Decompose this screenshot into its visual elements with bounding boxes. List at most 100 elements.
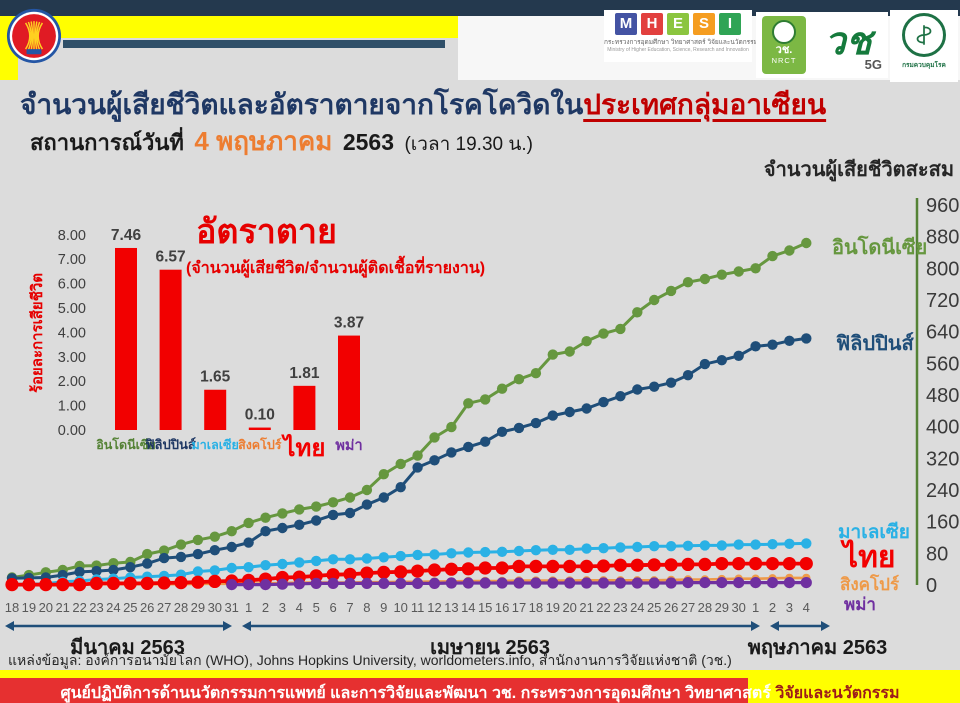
series-point-malaysia: [294, 557, 305, 568]
series-point-thailand: [596, 559, 611, 573]
series-point-indonesia: [260, 512, 271, 523]
series-point-thailand: [5, 578, 19, 592]
series-line-philippines: [11, 336, 807, 580]
series-point-thailand: [580, 559, 594, 574]
x-axis-day-label: 23: [89, 600, 103, 615]
series-point-myanmar: [428, 577, 441, 590]
footer-text-main: ศูนย์ปฏิบัติการด้านนวัตกรรมการแพทย์ และก…: [60, 685, 776, 702]
series-point-indonesia: [395, 458, 406, 470]
series-point-malaysia: [682, 540, 694, 551]
series-point-indonesia: [327, 497, 339, 508]
series-point-singapore: [565, 576, 574, 585]
series-point-thailand: [715, 557, 729, 571]
series-point-malaysia: [564, 544, 575, 555]
series-point-philippines: [784, 335, 795, 346]
inset-y-tick-label: 7.00: [58, 252, 86, 268]
x-axis-day-label: 2: [262, 600, 269, 615]
series-point-indonesia: [750, 263, 761, 274]
series-point-indonesia: [142, 548, 153, 560]
series-point-singapore: [650, 576, 659, 585]
x-axis-day-label: 31: [224, 600, 238, 615]
ddc-emblem-ring: [902, 13, 946, 57]
bar-value-label: 1.65: [200, 369, 231, 386]
series-point-malaysia: [649, 541, 660, 552]
inset-y-tick-label: 1.00: [58, 399, 86, 415]
series-point-philippines: [665, 377, 677, 388]
period-label-april: เมษายน 2563: [430, 637, 550, 659]
series-point-malaysia: [361, 553, 373, 564]
bar-myanmar: [338, 335, 360, 430]
x-axis-day-label: 19: [22, 600, 36, 615]
series-point-singapore: [785, 573, 794, 583]
bar-thailand: [293, 385, 316, 430]
series-label-singapore: สิงคโปร์: [840, 575, 900, 594]
series-point-malaysia: [480, 546, 491, 558]
series-point-malaysia: [91, 574, 102, 585]
series-point-philippines: [598, 396, 609, 408]
series-point-malaysia: [733, 539, 744, 550]
x-axis-day-label: 27: [157, 600, 171, 615]
period-arrow-head: [821, 621, 830, 631]
series-point-indonesia: [158, 545, 170, 556]
series-point-singapore: [396, 577, 405, 586]
series-point-thailand: [478, 561, 492, 575]
series-line-myanmar: [231, 580, 807, 587]
series-point-indonesia: [243, 517, 254, 529]
series-point-indonesia: [716, 269, 727, 280]
x-axis-day-label: 28: [174, 600, 188, 615]
header-navy-underline: [63, 40, 445, 48]
series-point-indonesia: [446, 421, 457, 433]
series-point-thailand: [73, 578, 87, 592]
period-label-march: มีนาคม 2563: [70, 637, 185, 659]
y-axis-tick-label: 320: [926, 448, 959, 470]
caduceus-icon: [916, 25, 932, 45]
series-point-indonesia: [412, 450, 423, 461]
series-point-thailand: [174, 576, 188, 590]
series-point-myanmar: [412, 577, 424, 590]
series-point-myanmar: [750, 577, 762, 589]
mhesi-letter-e: E: [667, 13, 689, 35]
series-point-myanmar: [243, 579, 255, 591]
mhesi-letter-h: H: [641, 13, 663, 35]
series-point-indonesia: [40, 567, 51, 578]
series-point-malaysia: [496, 546, 508, 557]
series-point-malaysia: [192, 566, 204, 577]
bar-category-label: อินโดนีเซีย: [96, 437, 156, 452]
series-point-philippines: [23, 572, 35, 584]
series-point-malaysia: [395, 550, 406, 562]
series-point-indonesia: [665, 285, 677, 297]
mhesi-english-name: Ministry of Higher Education, Science, R…: [607, 47, 749, 53]
x-axis-day-label: 6: [329, 600, 336, 615]
series-point-singapore: [430, 577, 439, 586]
inset-y-tick-label: 5.00: [58, 301, 86, 317]
series-point-indonesia: [784, 245, 795, 256]
series-point-thailand: [225, 574, 239, 588]
x-axis-day-label: 5: [313, 600, 320, 615]
x-axis-day-label: 23: [613, 600, 627, 615]
x-axis-day-label: 16: [495, 600, 509, 615]
series-point-indonesia: [294, 504, 305, 515]
x-axis-day-label: 22: [72, 600, 86, 615]
y-axis-tick-label: 80: [926, 543, 948, 565]
y-axis-tick-label: 640: [926, 322, 959, 344]
series-point-indonesia: [598, 328, 609, 339]
x-axis-day-label: 22: [596, 600, 610, 615]
mhesi-letter-s: S: [693, 13, 715, 35]
series-point-myanmar: [445, 577, 457, 589]
series-point-singapore: [666, 575, 676, 585]
series-point-philippines: [496, 426, 508, 437]
x-axis-day-label: 29: [715, 600, 729, 615]
x-axis-day-label: 20: [39, 600, 53, 615]
series-point-thailand: [394, 565, 408, 579]
series-point-myanmar: [699, 577, 711, 589]
series-point-thailand: [106, 576, 120, 591]
series-point-thailand: [427, 563, 442, 577]
series-line-indonesia: [11, 241, 807, 579]
series-point-philippines: [57, 569, 68, 581]
series-point-malaysia: [74, 575, 85, 587]
x-axis-day-label: 19: [546, 600, 560, 615]
series-point-singapore: [683, 575, 693, 584]
ddc-logo: กรมควบคุมโรค: [890, 10, 958, 82]
wor-logo-text: วช: [824, 21, 872, 63]
series-point-singapore: [295, 578, 304, 587]
